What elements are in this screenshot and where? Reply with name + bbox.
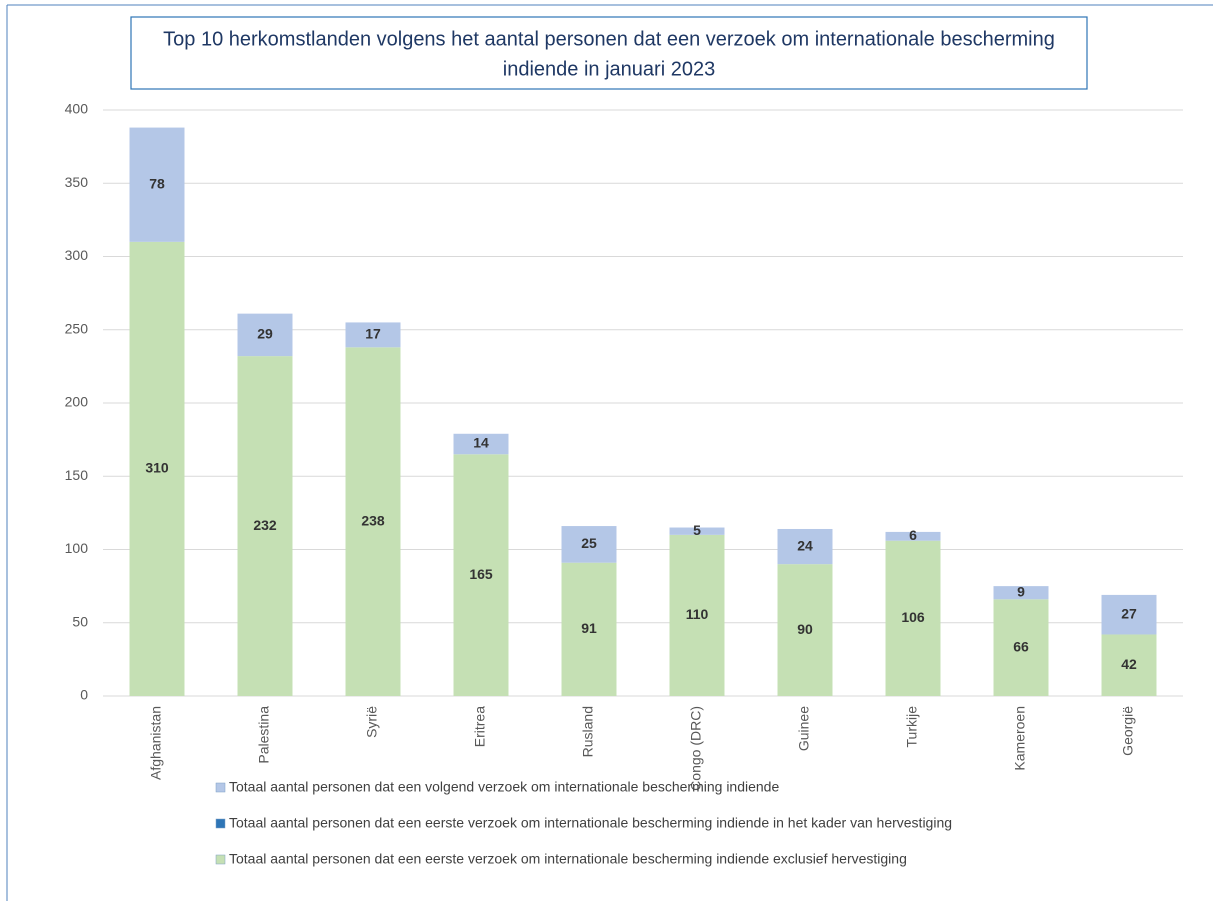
y-tick-label: 100: [65, 540, 89, 556]
x-tick-label: Turkije: [904, 706, 920, 748]
legend-label: Totaal aantal personen dat een eerste ve…: [229, 851, 907, 867]
data-label: 78: [149, 175, 165, 191]
x-tick-label: Syrië: [364, 706, 380, 738]
bar-segment: [345, 322, 401, 348]
legend-swatch: [215, 818, 226, 829]
x-tick-label: Palestina: [256, 706, 272, 764]
y-tick-label: 150: [65, 467, 89, 483]
y-tick-label: 400: [65, 101, 89, 117]
x-tick-label: Rusland: [580, 706, 596, 757]
x-tick-label: Congo (DRC): [688, 706, 704, 791]
chart-title: Top 10 herkomstlanden volgens het aantal…: [163, 28, 1055, 50]
bar-segment: [1101, 634, 1157, 696]
legend-label: Totaal aantal personen dat een eerste ve…: [229, 815, 952, 831]
bar-segment: [885, 531, 941, 541]
legend-label: Totaal aantal personen dat een volgend v…: [229, 779, 779, 795]
x-tick-label: Guinee: [796, 706, 812, 751]
bar-segment: [885, 540, 941, 696]
data-label: 29: [257, 326, 273, 342]
data-label: 238: [361, 512, 385, 528]
data-label: 66: [1013, 638, 1029, 654]
bar-segment: [237, 313, 293, 357]
bar-segment: [453, 433, 509, 455]
bar-segment: [993, 599, 1049, 696]
title-box: [130, 16, 1088, 90]
data-label: 110: [686, 606, 709, 622]
data-label: 106: [901, 609, 925, 625]
bar-segment: [129, 241, 185, 696]
data-label: 310: [145, 460, 169, 476]
y-tick-label: 300: [65, 247, 89, 263]
data-label: 14: [473, 435, 489, 451]
data-label: 6: [909, 527, 917, 543]
y-tick-label: 200: [65, 394, 89, 410]
x-tick-label: Kameroen: [1012, 706, 1028, 771]
data-label: 232: [253, 517, 277, 533]
bar-segment: [669, 527, 725, 535]
data-label: 91: [581, 620, 597, 636]
data-label: 25: [581, 535, 597, 551]
x-tick-label: Eritrea: [472, 706, 488, 747]
data-label: 90: [797, 621, 813, 637]
bar-segment: [453, 454, 509, 696]
legend-swatch: [215, 854, 226, 865]
x-tick-label: Georgië: [1120, 706, 1136, 756]
bar-segment: [993, 586, 1049, 600]
bar-segment: [345, 347, 401, 696]
y-tick-label: 250: [65, 320, 89, 336]
bar-segment: [1101, 594, 1157, 635]
y-tick-label: 50: [72, 613, 88, 629]
data-label: 24: [797, 537, 813, 553]
data-label: 165: [469, 566, 493, 582]
y-tick-label: 350: [65, 174, 89, 190]
data-label: 27: [1121, 605, 1137, 621]
chart-title: indiende in januari 2023: [503, 58, 715, 80]
bar-segment: [777, 528, 833, 565]
data-label: 5: [693, 522, 701, 538]
bar-segment: [237, 356, 293, 696]
data-label: 17: [365, 326, 381, 342]
x-tick-label: Afghanistan: [148, 706, 164, 780]
bar-segment: [669, 534, 725, 696]
bar-segment: [561, 526, 617, 563]
y-tick-label: 0: [80, 687, 88, 703]
bar-segment: [561, 562, 617, 696]
data-label: 9: [1017, 583, 1025, 599]
bar-segment: [129, 127, 185, 242]
legend-swatch: [215, 782, 226, 793]
data-label: 42: [1121, 656, 1137, 672]
bar-segment: [777, 564, 833, 696]
